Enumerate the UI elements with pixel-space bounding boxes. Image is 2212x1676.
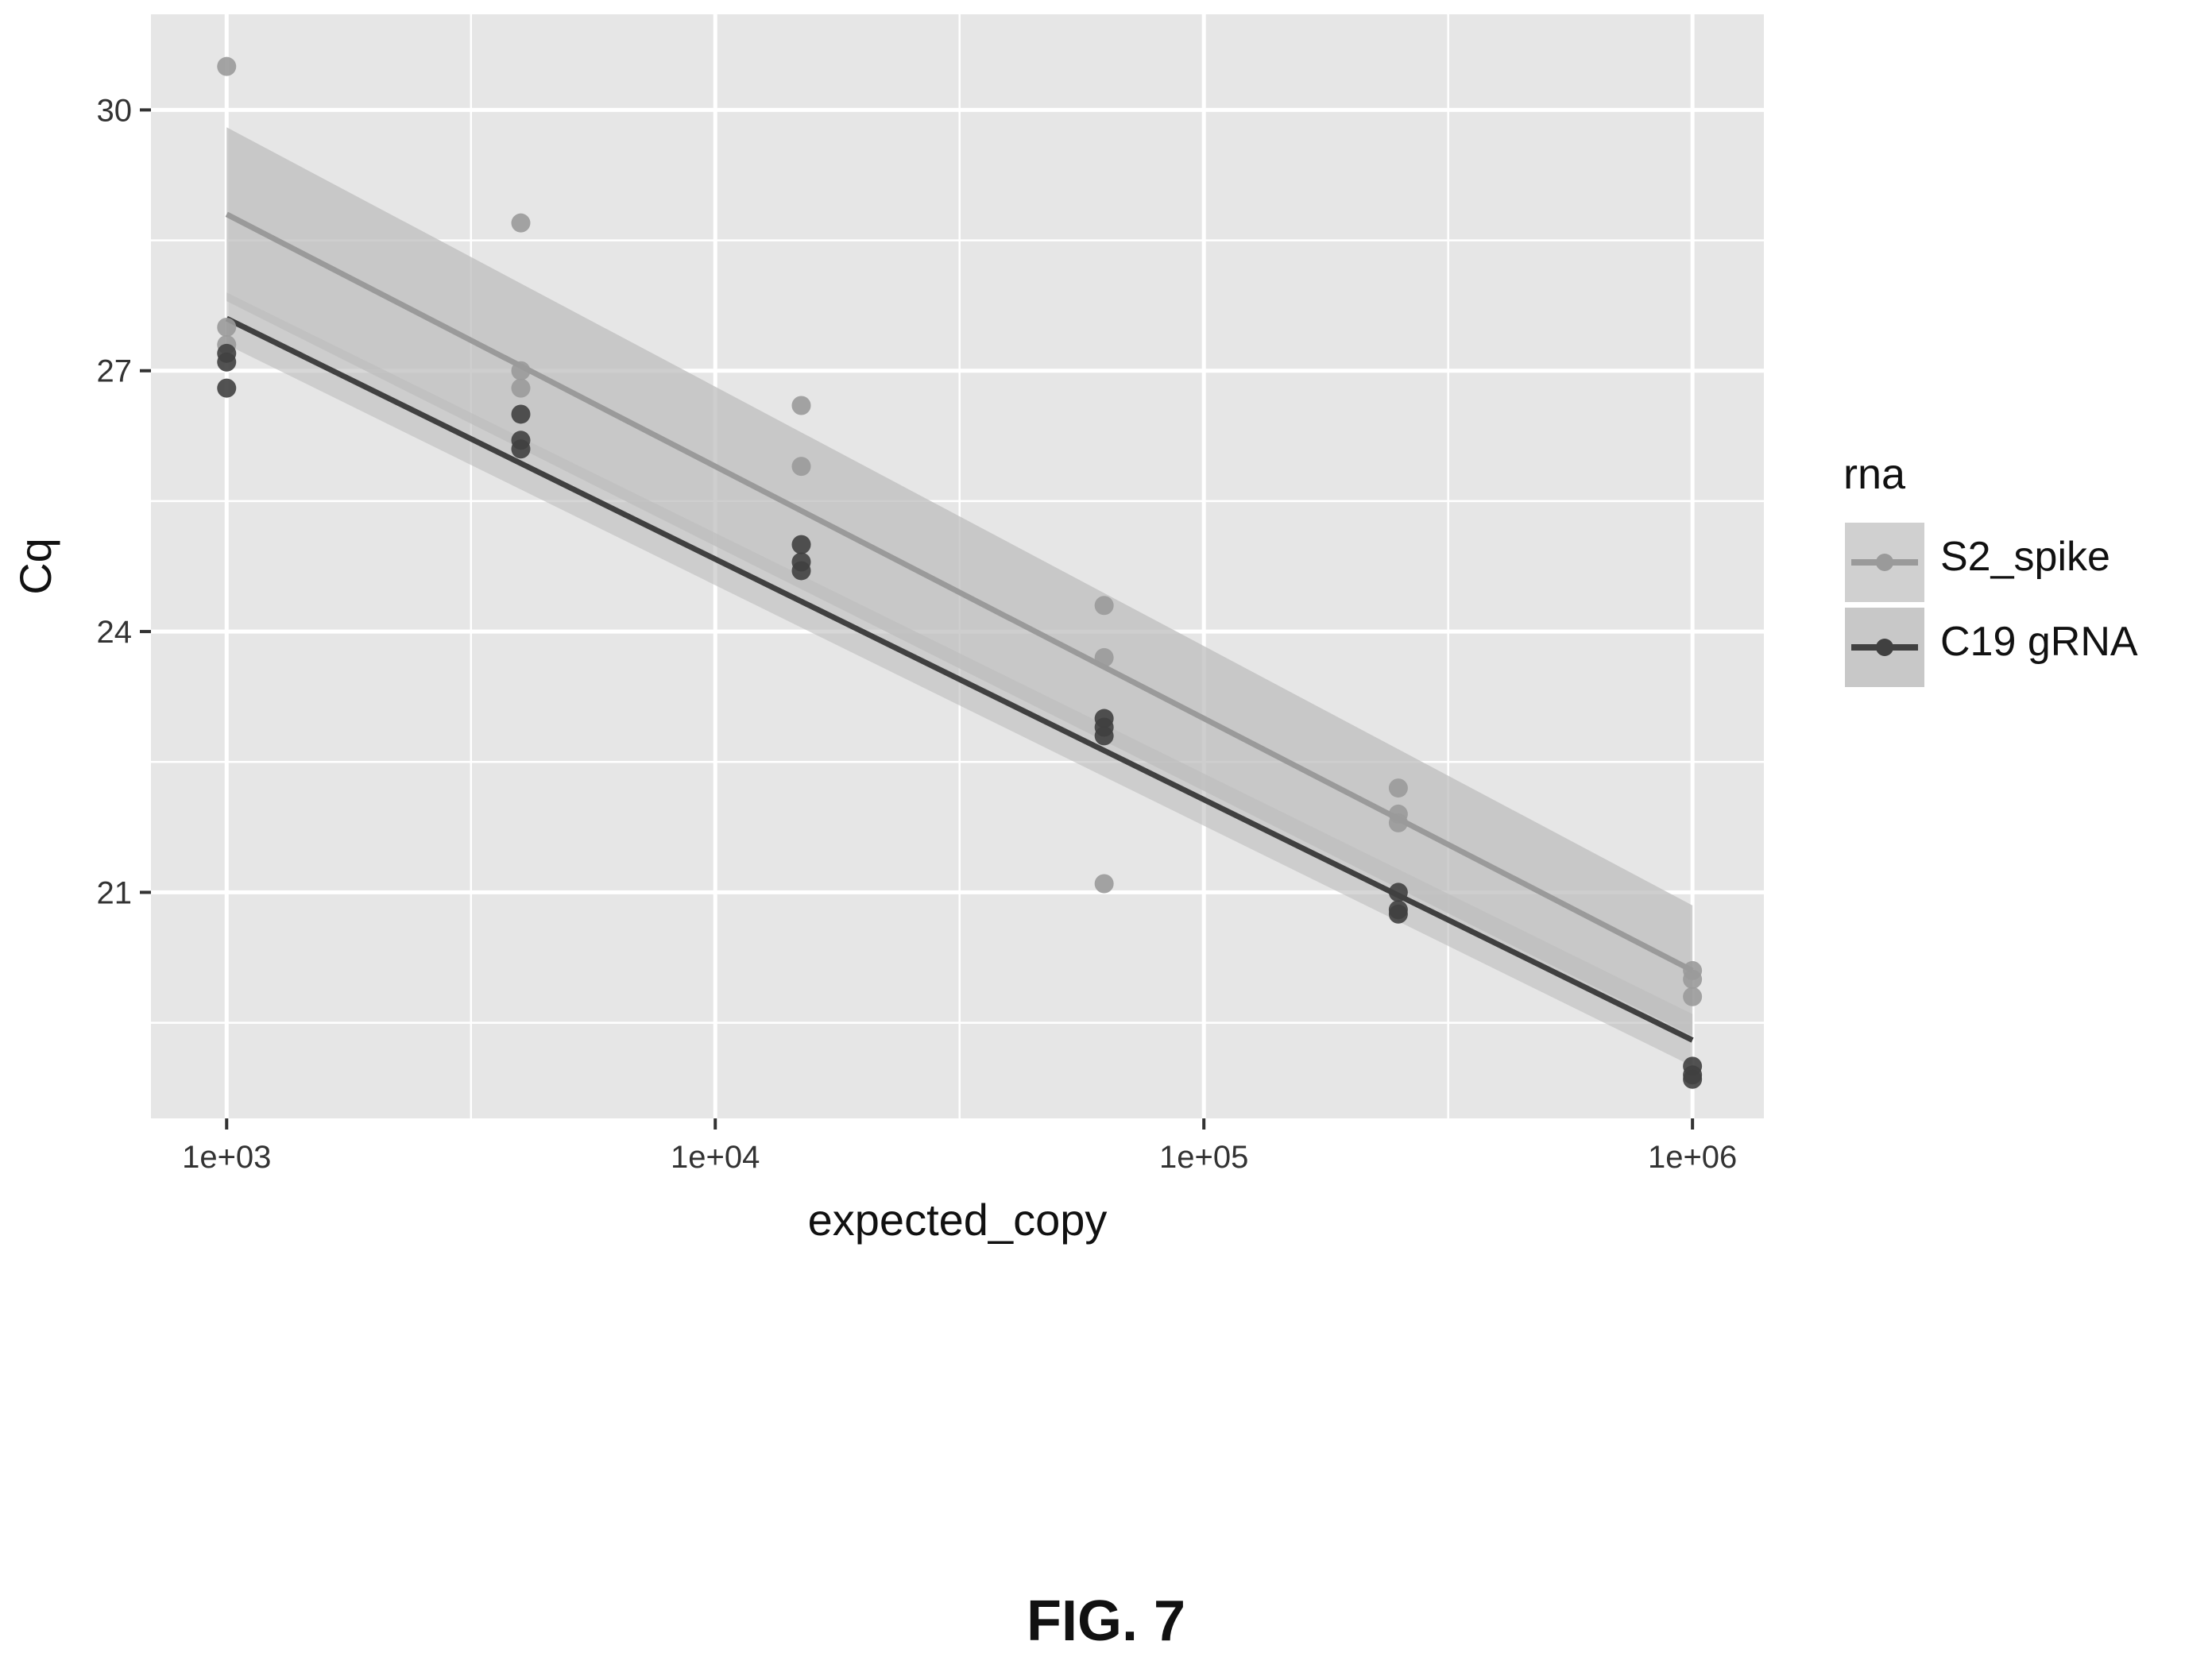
data-point	[1388, 904, 1408, 924]
data-point	[1683, 969, 1703, 989]
legend: rna S2_spike C19 gRNA	[1843, 450, 2138, 687]
legend-key-s2-spike-point	[1876, 554, 1893, 571]
x-tick-label: 1e+05	[1159, 1140, 1248, 1175]
x-tick-label: 1e+06	[1648, 1140, 1737, 1175]
data-point	[1094, 726, 1114, 746]
y-tick-label: 30	[97, 93, 133, 128]
data-point	[511, 439, 531, 459]
data-point	[1388, 778, 1408, 798]
y-tick-label: 21	[97, 875, 133, 910]
legend-key-c19-grna-point	[1876, 639, 1893, 656]
data-point	[791, 457, 811, 477]
data-points	[217, 56, 1703, 1089]
y-tick-label: 24	[97, 615, 133, 650]
data-point	[791, 396, 811, 415]
fit-line	[225, 315, 1694, 1043]
x-tick-label: 1e+04	[671, 1140, 760, 1175]
data-point	[1683, 1069, 1703, 1089]
figure-caption: FIG. 7	[1026, 1589, 1186, 1653]
data-point	[1094, 874, 1114, 894]
data-point	[1094, 596, 1114, 616]
data-point	[217, 318, 237, 338]
legend-title: rna	[1843, 450, 1906, 498]
data-point	[511, 404, 531, 424]
data-point	[511, 213, 531, 233]
data-point	[511, 361, 531, 380]
axes: 1e+03 1e+04 1e+05 1e+06 21 24 27 30	[97, 93, 1738, 1175]
data-point	[217, 352, 237, 372]
confidence-band	[226, 127, 1693, 1037]
data-point	[511, 378, 531, 398]
fit-lines	[225, 211, 1694, 1043]
data-point	[1094, 647, 1114, 667]
data-point	[217, 378, 237, 398]
x-axis-label: expected_copy	[808, 1195, 1108, 1245]
data-point	[791, 561, 811, 581]
fit-line	[225, 211, 1694, 974]
data-point	[791, 535, 811, 554]
data-point	[1388, 813, 1408, 832]
legend-label-c19-grna: C19 gRNA	[1940, 619, 2138, 665]
x-tick-label: 1e+03	[182, 1140, 271, 1175]
data-point	[1388, 882, 1408, 902]
data-point	[1683, 987, 1703, 1006]
data-point	[217, 56, 237, 76]
y-axis-label: Cq	[10, 538, 60, 595]
y-tick-label: 27	[97, 354, 133, 389]
legend-label-s2-spike: S2_spike	[1940, 534, 2110, 580]
